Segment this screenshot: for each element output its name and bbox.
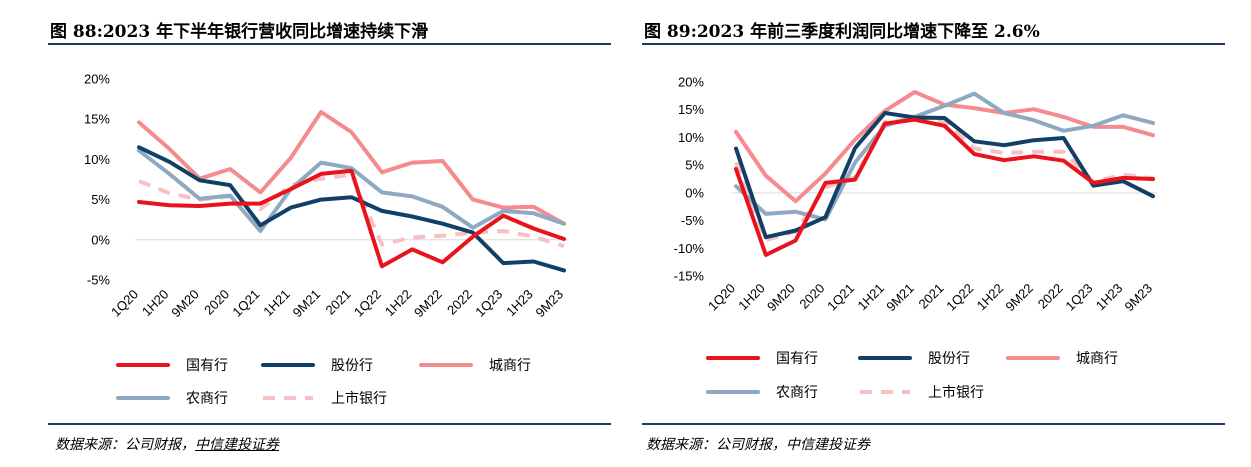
left-x-tick-label: 1Q20 <box>108 287 141 320</box>
left-x-tick-label: 1Q23 <box>472 287 505 320</box>
right-title-bar: 图 89:2023 年前三季度利润同比增速下降至 2.6% <box>642 6 1225 45</box>
right-x-tick-label: 1H21 <box>854 281 887 314</box>
left-series-line-3 <box>137 148 566 233</box>
left-y-tick-label: 15% <box>84 112 110 127</box>
left-source-divider <box>48 423 611 431</box>
right-source-divider <box>642 423 1225 431</box>
right-y-tick-label: 15% <box>678 102 704 117</box>
right-x-tick-label: 1H22 <box>974 281 1007 314</box>
right-source-note: 数据来源：公司财报，中信建投证券 <box>646 437 870 453</box>
left-y-tick-label: 0% <box>91 232 110 247</box>
left-x-tick-label: 1H21 <box>260 287 293 320</box>
left-series-line-2 <box>137 110 566 226</box>
right-y-tick-label: -15% <box>674 269 705 284</box>
right-x-tick-label: 9M21 <box>883 281 917 315</box>
right-legend-label-0: 国有行 <box>776 351 818 367</box>
right-legend-label-1: 股份行 <box>928 351 970 367</box>
left-source-note: 数据来源：公司财报，中信建投证券 <box>55 434 279 454</box>
left-legend-label-1: 股份行 <box>331 358 373 374</box>
right-legend-label-2: 城商行 <box>1076 351 1118 367</box>
left-chart-panel: 图 88:2023 年下半年银行营收同比增速持续下滑 20% 15% 10% 5% 0%… <box>0 0 625 467</box>
right-x-tick-label: 1H20 <box>735 281 768 314</box>
left-x-tick-label: 1H22 <box>382 287 415 320</box>
right-series-line-3 <box>734 91 1155 222</box>
right-x-tick-label: 9M22 <box>1002 281 1036 315</box>
right-x-tick-label: 1H23 <box>1093 281 1126 314</box>
right-series-line-4 <box>734 116 1154 242</box>
right-chart-title: 图 89:2023 年前三季度利润同比增速下降至 2.6% <box>644 22 1040 42</box>
left-x-tick-label: 9M22 <box>411 287 445 321</box>
left-x-tick-label: 9M21 <box>290 287 324 321</box>
right-legend-label-4: 上市银行 <box>928 384 984 401</box>
left-y-tick-label: -5% <box>87 273 111 288</box>
right-y-tick-label: -5% <box>681 213 705 228</box>
left-legend-label-2: 城商行 <box>489 358 531 374</box>
left-chart-title: 图 88:2023 年下半年银行营收同比增速持续下滑 <box>50 22 429 42</box>
left-y-tick-label: 20% <box>84 72 110 87</box>
left-legend-label-3: 农商行 <box>186 391 228 407</box>
right-chart-panel: 图 89:2023 年前三季度利润同比增速下降至 2.6% 20% 15% 10% 5… <box>630 0 1251 467</box>
left-x-tick-label: 2020 <box>201 287 232 318</box>
left-x-tick-label: 9M20 <box>168 287 202 321</box>
left-x-tick-label: 2022 <box>444 287 475 318</box>
right-y-tick-label: 10% <box>678 130 704 145</box>
left-x-tick-label: 1H23 <box>503 287 536 320</box>
left-y-tick-label: 5% <box>91 192 110 207</box>
right-x-tick-label: 2021 <box>916 281 947 312</box>
right-x-tick-label: 1Q22 <box>943 281 976 314</box>
left-x-tick-label: 9M23 <box>533 287 567 321</box>
right-line-chart: 20% 15% 10% 5% 0% -5% -10% -15%1Q201H209M202020… <box>674 75 1157 401</box>
right-x-tick-label: 2022 <box>1035 281 1066 312</box>
right-series-line-1 <box>734 111 1155 240</box>
left-x-tick-label: 2021 <box>323 287 354 318</box>
right-series-line-0 <box>734 117 1155 257</box>
left-legend-label-4: 上市银行 <box>331 390 387 407</box>
right-x-tick-label: 1Q21 <box>824 281 857 314</box>
right-legend-label-3: 农商行 <box>776 385 818 401</box>
right-x-tick-label: 9M20 <box>764 281 798 315</box>
right-y-tick-label: 20% <box>678 75 704 90</box>
left-title-bar: 图 88:2023 年下半年银行营收同比增速持续下滑 <box>48 6 611 45</box>
left-y-tick-label: 10% <box>84 152 110 167</box>
left-source-prefix: 数据来源：公司财报， <box>55 437 195 453</box>
right-x-tick-label: 1Q20 <box>705 281 738 314</box>
left-x-tick-label: 1Q22 <box>351 287 384 320</box>
right-series-line-2 <box>734 90 1155 204</box>
left-series-line-1 <box>137 145 566 273</box>
right-y-tick-label: 5% <box>685 158 704 173</box>
right-y-tick-label: -10% <box>674 241 705 256</box>
right-y-tick-label: 0% <box>685 185 704 200</box>
left-x-tick-label: 1H20 <box>139 287 172 320</box>
left-legend-label-0: 国有行 <box>186 358 228 374</box>
right-x-tick-label: 9M23 <box>1122 281 1156 315</box>
right-x-tick-label: 1Q23 <box>1062 281 1095 314</box>
left-x-tick-label: 1Q21 <box>229 287 262 320</box>
right-x-tick-label: 2020 <box>796 281 827 312</box>
left-source-link[interactable]: 中信建投证券 <box>195 437 279 453</box>
left-series-line-0 <box>137 168 566 269</box>
